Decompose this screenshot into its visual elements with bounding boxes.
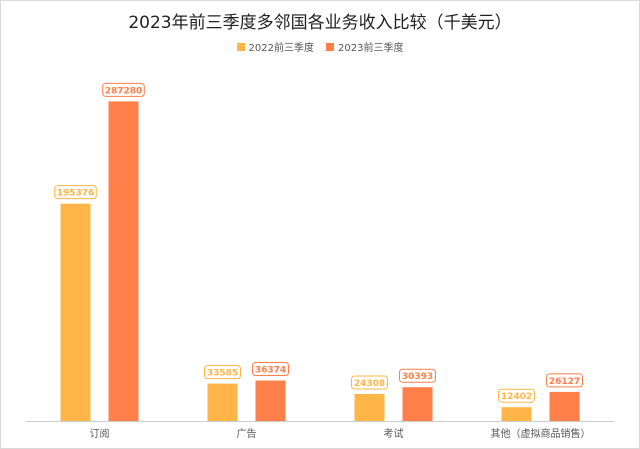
- data-label-box-1-2: [399, 368, 436, 383]
- data-label-box-0-1: [204, 365, 241, 380]
- data-label-1-2: 30393: [402, 372, 433, 382]
- data-label-box-0-3: [498, 388, 535, 403]
- bar-2023-3[interactable]: [549, 391, 580, 421]
- x-tick-label-0: 订阅: [90, 427, 110, 440]
- chart-title: 2023年前三季度多邻国各业务收入比较（千美元）: [128, 13, 512, 33]
- x-tick-label-2: 考试: [384, 427, 404, 440]
- legend-item-2023[interactable]: 2023前三季度: [326, 39, 403, 54]
- bar-2023-1[interactable]: [255, 380, 286, 421]
- x-tick-label-1: 广告: [237, 427, 257, 440]
- data-label-box-0-2: [351, 375, 388, 390]
- data-label-1-1: 36374: [255, 366, 286, 376]
- data-label-box-0-0: [54, 185, 97, 200]
- bar-2022-1[interactable]: [207, 383, 238, 421]
- bar-2023-0[interactable]: [108, 101, 139, 421]
- data-label-1-0: 287280: [105, 86, 143, 96]
- bar-2023-2[interactable]: [402, 387, 433, 421]
- legend: 2022前三季度 2023前三季度: [0, 39, 640, 54]
- legend-swatch-2022: [236, 42, 245, 51]
- legend-swatch-2023: [326, 42, 334, 51]
- bar-2022-2[interactable]: [354, 393, 385, 421]
- legend-label-2023: 2023前三季度: [338, 43, 404, 54]
- bar-2022-0[interactable]: [60, 203, 91, 421]
- data-label-box-1-1: [252, 362, 289, 377]
- data-label-box-1-0: [102, 82, 145, 97]
- legend-item-2022[interactable]: 2022前三季度: [236, 39, 314, 54]
- data-label-0-1: 33585: [207, 369, 238, 379]
- bar-2022-3[interactable]: [501, 407, 532, 421]
- x-tick-label-3: 其他（虚拟商品销售）: [491, 427, 591, 440]
- data-label-1-3: 26127: [549, 377, 580, 387]
- data-label-box-1-3: [546, 373, 583, 388]
- legend-label-2022: 2022前三季度: [248, 43, 314, 54]
- data-label-0-3: 12402: [501, 392, 532, 402]
- data-label-0-2: 24308: [354, 379, 385, 389]
- data-label-0-0: 195376: [57, 189, 95, 199]
